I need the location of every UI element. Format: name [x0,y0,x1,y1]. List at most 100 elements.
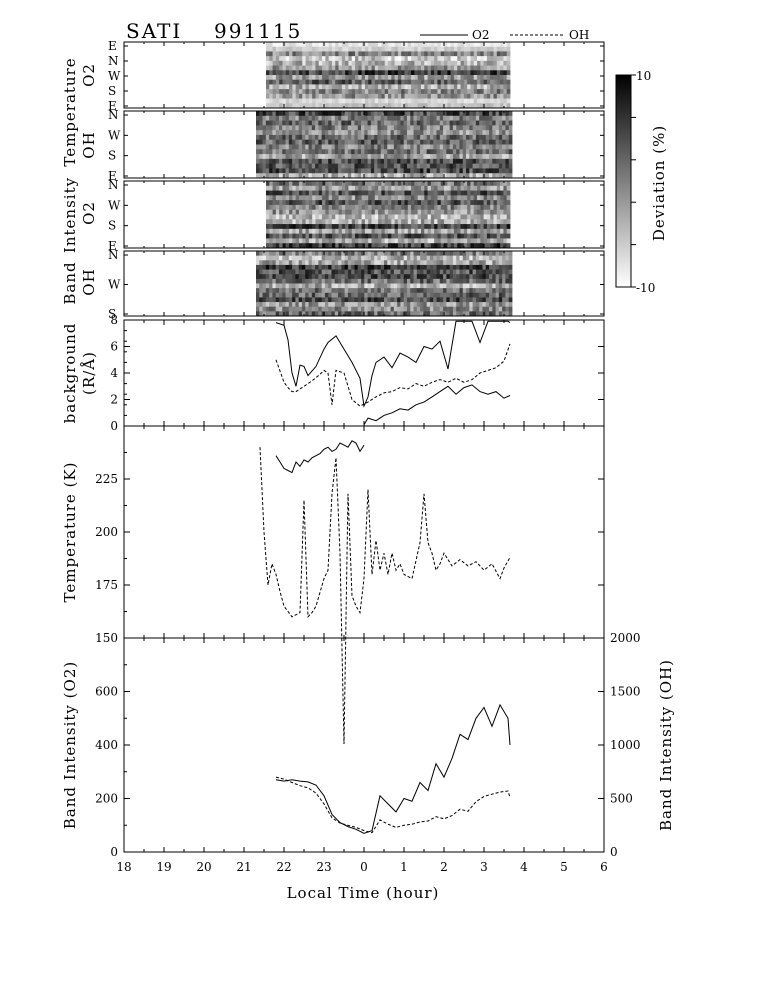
keogram-cell [347,264,352,270]
keogram-cell [391,238,395,244]
keogram-cell [367,283,372,289]
keogram-cell [272,214,277,220]
keogram-cell [334,260,339,266]
keogram-cell [470,46,475,52]
keogram-cell [315,149,319,155]
keogram-cell [335,42,339,48]
keogram-cell [437,79,442,85]
keogram-cell [269,288,273,294]
keogram-cell [470,98,475,104]
keogram-cell [368,224,372,230]
keogram-cell [361,302,365,308]
keogram-cell [347,134,352,141]
keogram-cell [475,288,480,294]
keogram-cell [426,149,431,155]
keogram-cell [416,134,421,141]
keogram-cell [460,185,465,191]
keogram-cell [485,154,490,160]
keogram-cell [355,224,359,230]
keogram-cell [338,238,343,244]
keogram-cell [466,274,470,280]
keogram-cell [457,200,461,206]
keogram-cell [503,204,508,211]
keogram-cell [450,84,455,90]
keogram-cell [364,195,369,201]
keogram-cell [374,154,378,160]
keogram-cell [315,75,320,81]
keogram-cell [479,158,483,165]
keogram-cell [351,255,355,261]
keogram-cell [456,120,460,126]
keogram-cell [301,302,306,308]
keogram-cell [417,89,422,95]
keogram-cell [282,283,286,289]
keogram-cell [295,75,300,81]
keogram-cell [265,111,270,117]
keogram-cell [262,297,267,303]
keogram-cell [308,89,313,95]
keogram-cell [335,51,339,57]
keogram-cell [301,115,306,121]
keogram-cell [439,163,444,169]
keogram-cell [446,255,451,261]
keogram-cell [347,278,352,284]
keogram-cell [482,264,487,270]
keogram-cell [462,283,467,289]
keogram-cell [351,195,356,201]
keogram-cell [417,204,422,211]
keogram-cell [495,154,500,160]
keogram-cell [322,200,326,206]
keogram-cell [384,70,389,76]
keogram-cell [285,70,290,76]
keogram-cell [282,228,287,235]
keogram-cell [338,185,343,191]
keogram-cell [325,181,330,187]
keogram-cell [381,84,386,90]
keogram-cell [298,125,303,131]
keogram-cell [502,163,506,169]
keogram-cell [312,219,316,225]
keogram-cell [298,89,303,95]
keogram-cell [357,278,362,284]
keogram-cell [318,297,323,303]
keogram-cell [430,204,435,211]
keogram-cell [483,98,488,104]
keogram-cell [318,292,323,298]
keogram-cell [364,251,368,257]
keogram-cell [321,251,326,257]
keogram-cell [434,204,438,211]
keogram-cell [328,288,332,294]
keogram-cell [259,134,263,141]
keogram-cell [322,238,326,244]
keogram-cell [331,125,336,131]
keogram-cell [420,149,424,155]
keogram-cell [371,190,376,196]
keogram-cell [397,130,401,136]
keogram-cell [288,149,293,155]
keogram-cell [269,204,273,211]
keogram-cell [295,274,300,280]
keogram-cell [466,292,470,298]
keogram-cell [416,264,421,270]
keogram-cell [367,274,372,280]
keogram-cell [508,158,513,165]
keogram-cell [493,228,498,235]
keogram-cell [341,185,346,191]
keogram-cell [444,42,448,48]
keogram-cell [420,42,425,48]
keogram-cell [485,311,490,317]
keogram-cell [404,60,409,66]
keogram-cell [312,181,316,187]
keogram-cell [311,144,316,150]
keogram-cell [414,103,419,109]
keogram-cell [351,238,356,244]
keogram-cell [315,46,320,52]
keogram-cell [460,181,465,187]
keogram-cell [417,214,422,220]
keogram-cell [338,260,342,266]
keogram-cell [505,154,510,160]
keogram-cell [450,209,455,215]
keogram-cell [315,288,319,294]
keogram-cell [420,134,424,141]
keogram-cell [480,93,485,99]
